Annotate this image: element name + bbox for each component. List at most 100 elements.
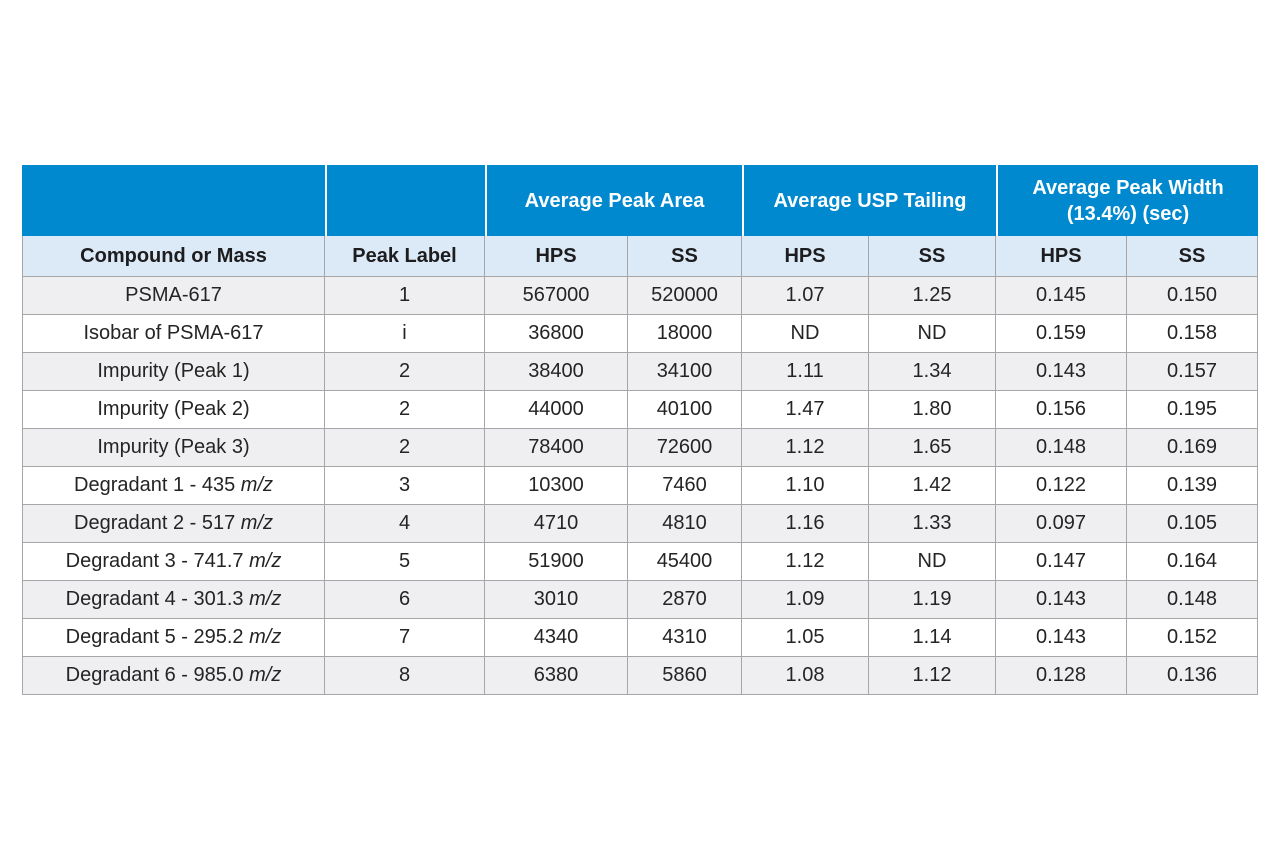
cell-peak-area-ss: 7460 [628, 467, 742, 505]
cell-peak-area-ss: 72600 [628, 429, 742, 467]
cell-peak-label: 4 [325, 505, 485, 543]
cell-peak-area-ss: 34100 [628, 353, 742, 391]
cell-peak-label: 2 [325, 353, 485, 391]
compound-name: Impurity (Peak 1) [97, 360, 250, 382]
cell-usp-tailing-ss: 1.12 [869, 657, 996, 695]
cell-peak-area-ss: 45400 [628, 543, 742, 581]
cell-peak-width-hps: 0.145 [996, 277, 1127, 315]
group-header-peak-area: Average Peak Area [485, 165, 742, 236]
column-header-peak-area-ss: SS [628, 236, 742, 277]
cell-usp-tailing-hps: 1.47 [742, 391, 869, 429]
cell-peak-width-hps: 0.143 [996, 581, 1127, 619]
group-header-blank-compound [22, 165, 325, 236]
cell-peak-width-ss: 0.105 [1127, 505, 1259, 543]
cell-peak-area-ss: 4310 [628, 619, 742, 657]
cell-peak-width-ss: 0.169 [1127, 429, 1259, 467]
cell-usp-tailing-ss: ND [869, 315, 996, 353]
cell-usp-tailing-ss: 1.25 [869, 277, 996, 315]
cell-peak-width-ss: 0.148 [1127, 581, 1259, 619]
table-row: Degradant 2 - 517 m/z 4 4710 4810 1.16 1.33 0.… [22, 505, 1259, 543]
cell-peak-width-hps: 0.097 [996, 505, 1127, 543]
table-row: Impurity (Peak 1) 2 38400 34100 1.11 1.34 0.14… [22, 353, 1259, 391]
cell-usp-tailing-hps: ND [742, 315, 869, 353]
compound-name: Impurity (Peak 2) [97, 398, 250, 420]
cell-usp-tailing-hps: 1.09 [742, 581, 869, 619]
compound-name: Degradant 6 - 985.0 [65, 664, 250, 686]
column-header-row: Compound or Mass Peak Label HPS SS HPS S… [22, 236, 1259, 277]
compound-name: Degradant 3 - 741.7 [65, 550, 250, 572]
cell-usp-tailing-ss: ND [869, 543, 996, 581]
cell-usp-tailing-ss: 1.34 [869, 353, 996, 391]
cell-usp-tailing-hps: 1.05 [742, 619, 869, 657]
cell-peak-area-hps: 10300 [485, 467, 628, 505]
cell-compound: Impurity (Peak 3) [22, 429, 325, 467]
cell-peak-area-ss: 5860 [628, 657, 742, 695]
column-header-peak-width-hps: HPS [996, 236, 1127, 277]
cell-usp-tailing-hps: 1.11 [742, 353, 869, 391]
compound-mz-unit: m/z [240, 512, 273, 534]
cell-peak-width-ss: 0.157 [1127, 353, 1259, 391]
cell-peak-width-hps: 0.147 [996, 543, 1127, 581]
compound-name: Isobar of PSMA-617 [83, 322, 264, 344]
cell-peak-width-ss: 0.152 [1127, 619, 1259, 657]
cell-peak-area-ss: 2870 [628, 581, 742, 619]
cell-usp-tailing-ss: 1.42 [869, 467, 996, 505]
cell-usp-tailing-hps: 1.12 [742, 429, 869, 467]
cell-compound: Degradant 1 - 435 m/z [22, 467, 325, 505]
column-header-usp-tailing-ss: SS [869, 236, 996, 277]
cell-peak-label: 2 [325, 429, 485, 467]
cell-compound: Impurity (Peak 2) [22, 391, 325, 429]
column-header-peak-area-hps: HPS [485, 236, 628, 277]
cell-peak-area-ss: 40100 [628, 391, 742, 429]
cell-usp-tailing-hps: 1.07 [742, 277, 869, 315]
cell-peak-width-hps: 0.143 [996, 619, 1127, 657]
cell-peak-label: 1 [325, 277, 485, 315]
compound-name: Degradant 2 - 517 [74, 512, 241, 534]
cell-peak-width-hps: 0.128 [996, 657, 1127, 695]
compound-mz-unit: m/z [249, 664, 282, 686]
cell-peak-label: i [325, 315, 485, 353]
cell-peak-width-hps: 0.159 [996, 315, 1127, 353]
compound-mz-unit: m/z [240, 474, 273, 496]
column-header-peak-label: Peak Label [325, 236, 485, 277]
cell-peak-area-hps: 4340 [485, 619, 628, 657]
table-row: PSMA-617 1 567000 520000 1.07 1.25 0.145 0.150 [22, 277, 1259, 315]
cell-peak-area-hps: 51900 [485, 543, 628, 581]
compound-name: Degradant 1 - 435 [74, 474, 241, 496]
results-table: Average Peak Area Average USP Tailing Av… [22, 165, 1259, 695]
cell-peak-width-ss: 0.136 [1127, 657, 1259, 695]
column-header-peak-width-ss: SS [1127, 236, 1259, 277]
cell-peak-width-ss: 0.195 [1127, 391, 1259, 429]
cell-compound: Isobar of PSMA-617 [22, 315, 325, 353]
cell-peak-label: 2 [325, 391, 485, 429]
cell-peak-area-hps: 6380 [485, 657, 628, 695]
cell-usp-tailing-hps: 1.12 [742, 543, 869, 581]
cell-compound: Degradant 2 - 517 m/z [22, 505, 325, 543]
table-row: Impurity (Peak 2) 2 44000 40100 1.47 1.80 0.15… [22, 391, 1259, 429]
cell-peak-area-ss: 18000 [628, 315, 742, 353]
cell-peak-area-hps: 38400 [485, 353, 628, 391]
table-row: Impurity (Peak 3) 2 78400 72600 1.12 1.65 0.14… [22, 429, 1259, 467]
cell-usp-tailing-ss: 1.19 [869, 581, 996, 619]
cell-peak-area-ss: 4810 [628, 505, 742, 543]
table-row: Degradant 3 - 741.7 m/z 5 51900 45400 1.12 ND… [22, 543, 1259, 581]
cell-peak-label: 3 [325, 467, 485, 505]
compound-mz-unit: m/z [249, 550, 282, 572]
table-row: Degradant 1 - 435 m/z 3 10300 7460 1.10 1.42 0… [22, 467, 1259, 505]
cell-compound: Impurity (Peak 1) [22, 353, 325, 391]
group-header-row: Average Peak Area Average USP Tailing Av… [22, 165, 1259, 236]
cell-compound: Degradant 4 - 301.3 m/z [22, 581, 325, 619]
results-table-container: Average Peak Area Average USP Tailing Av… [22, 165, 1259, 695]
cell-usp-tailing-hps: 1.10 [742, 467, 869, 505]
table-body: PSMA-617 1 567000 520000 1.07 1.25 0.145 0.150 I… [22, 277, 1259, 695]
cell-compound: Degradant 3 - 741.7 m/z [22, 543, 325, 581]
cell-compound: Degradant 5 - 295.2 m/z [22, 619, 325, 657]
cell-peak-area-ss: 520000 [628, 277, 742, 315]
cell-usp-tailing-ss: 1.33 [869, 505, 996, 543]
cell-peak-area-hps: 4710 [485, 505, 628, 543]
cell-compound: PSMA-617 [22, 277, 325, 315]
table-row: Degradant 6 - 985.0 m/z 8 6380 5860 1.08 1.12… [22, 657, 1259, 695]
table-row: Degradant 4 - 301.3 m/z 6 3010 2870 1.09 1.19… [22, 581, 1259, 619]
table-row: Isobar of PSMA-617 i 36800 18000 ND ND 0.159 0.… [22, 315, 1259, 353]
group-header-usp-tailing: Average USP Tailing [742, 165, 996, 236]
